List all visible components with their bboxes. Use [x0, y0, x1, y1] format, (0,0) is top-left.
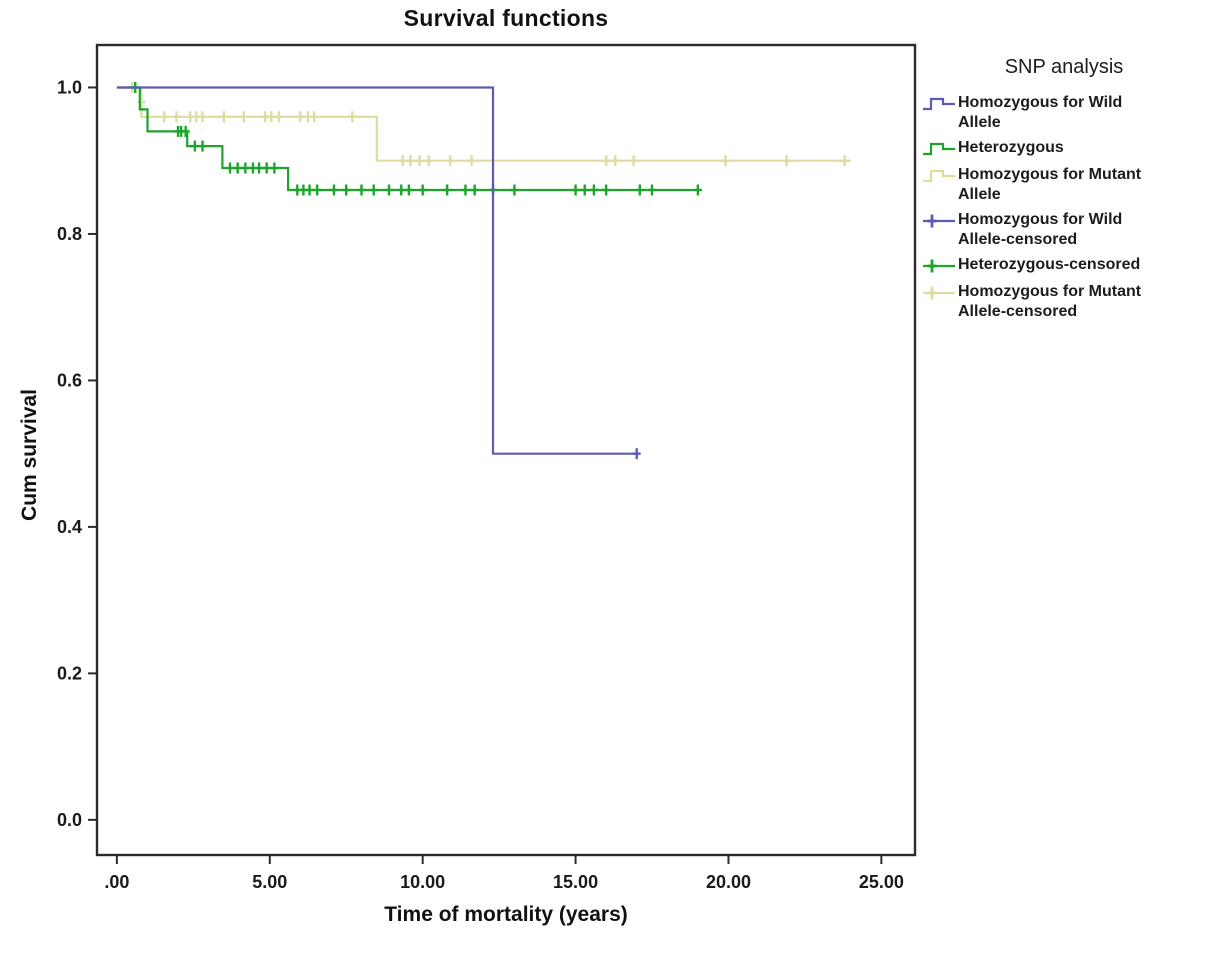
legend-item-label: Heterozygous — [958, 139, 1064, 157]
svg-text:1.0: 1.0 — [57, 77, 82, 97]
svg-text:5.00: 5.00 — [252, 872, 287, 892]
svg-text:0.2: 0.2 — [57, 663, 82, 683]
legend-item-mutant-allele: Homozygous for Mutant Allele — [922, 165, 1202, 204]
svg-text:10.00: 10.00 — [400, 872, 445, 892]
chart-title: Survival functions — [403, 5, 609, 31]
svg-text:20.00: 20.00 — [706, 872, 751, 892]
legend-item-mutant-allele-censored: Homozygous for Mutant Allele-censored — [922, 282, 1202, 321]
step-line-icon — [922, 94, 956, 114]
x-axis-title: Time of mortality (years) — [384, 903, 628, 926]
legend-item-heterozygous: Heterozygous — [922, 138, 1202, 159]
svg-text:0.4: 0.4 — [57, 517, 82, 537]
censor-plus-icon — [922, 283, 956, 303]
legend-item-label: Homozygous for Wild Allele-censored — [958, 211, 1123, 248]
svg-text:15.00: 15.00 — [553, 872, 598, 892]
legend-title: SNP analysis — [1004, 56, 1124, 78]
legend-item-label: Homozygous for Wild Allele — [958, 94, 1123, 131]
legend-item-wild-allele-censored: Homozygous for Wild Allele-censored — [922, 210, 1202, 249]
legend-item-heterozygous-censored: Heterozygous-censored — [922, 255, 1202, 276]
step-line-icon — [922, 166, 956, 186]
legend-item-wild-allele: Homozygous for Wild Allele — [922, 93, 1202, 132]
legend: SNP analysis Homozygous for Wild Allele … — [922, 56, 1202, 327]
legend-item-label: Heterozygous-censored — [958, 256, 1141, 274]
svg-text:.00: .00 — [104, 872, 129, 892]
legend-item-label: Homozygous for Mutant Allele — [958, 166, 1142, 203]
svg-text:0.0: 0.0 — [57, 810, 82, 830]
censor-plus-icon — [922, 256, 956, 276]
legend-items: Homozygous for Wild Allele Heterozygous … — [922, 93, 1202, 321]
censor-plus-icon — [922, 211, 956, 231]
svg-text:0.6: 0.6 — [57, 370, 82, 390]
svg-text:0.8: 0.8 — [57, 224, 82, 244]
legend-item-label: Homozygous for Mutant Allele-censored — [958, 283, 1142, 320]
svg-text:25.00: 25.00 — [859, 872, 904, 892]
step-line-icon — [922, 139, 956, 159]
